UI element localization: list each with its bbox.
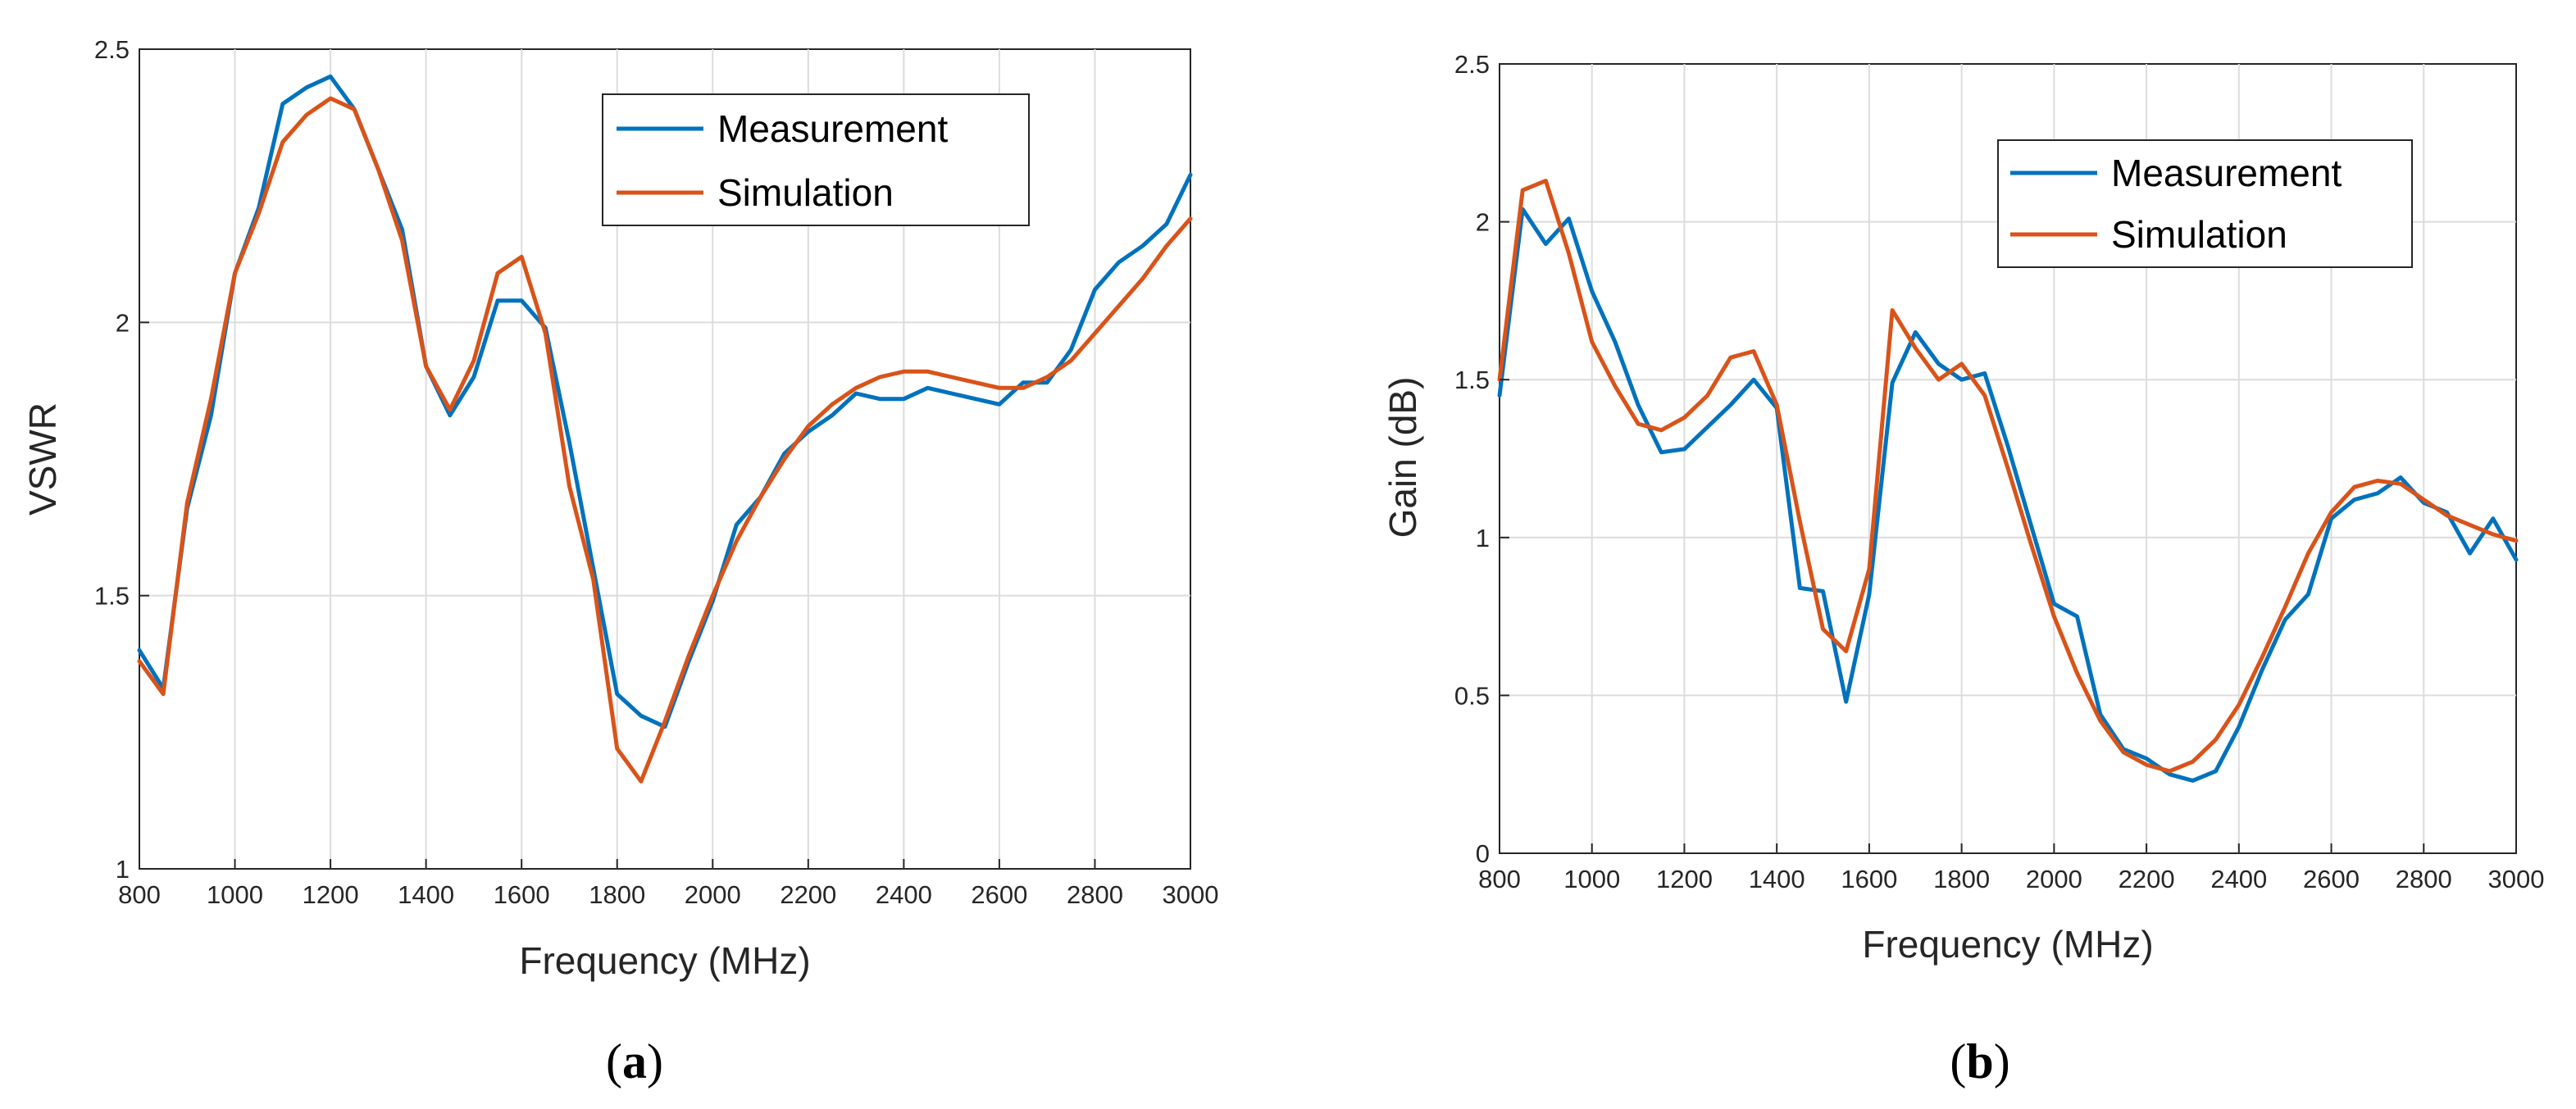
chart-b-legend-label-simulation: Simulation	[2111, 213, 2287, 256]
chart-b-x-tick-label: 2600	[2303, 865, 2360, 893]
chart-b-y-tick-label: 2.5	[1454, 50, 1490, 79]
chart-b-x-tick-label: 2200	[2119, 865, 2175, 893]
chart-b-legend: Measurement Simulation	[1997, 139, 2413, 268]
chart-a-x-ticks: 800 1000 1200 1400 1600 1800 2000 2200 2400 2600 2…	[118, 859, 1218, 909]
chart-a-x-tick-label: 1200	[303, 880, 359, 909]
chart-a-x-tick-label: 2600	[971, 880, 1027, 909]
chart-a-x-tick-label: 2800	[1067, 880, 1123, 909]
chart-a-panel-label-open: (	[606, 1034, 622, 1089]
chart-b-legend-label-measurement: Measurement	[2111, 152, 2342, 194]
chart-a-legend: Measurement Simulation	[602, 93, 1030, 226]
chart-b-y-tick-label: 0	[1476, 839, 1490, 868]
chart-b-y-axis-label: Gain (dB)	[1381, 377, 1424, 539]
chart-b: 800 1000 1200 1400 1600 1800 2000 2200 2400 2600 2…	[1381, 50, 2544, 1089]
chart-b-legend-box	[1997, 139, 2413, 268]
chart-b-x-tick-label: 2800	[2396, 865, 2452, 893]
chart-a-y-axis-label: VSWR	[21, 402, 64, 516]
chart-a-series-simulation-line	[137, 96, 1193, 784]
chart-b-x-tick-label: 1200	[1656, 865, 1713, 893]
chart-b-panel-label-letter: b	[1966, 1034, 1993, 1089]
chart-a-x-tick-label: 1400	[398, 880, 454, 909]
chart-b-x-tick-label: 2400	[2210, 865, 2267, 893]
chart-b-y-tick-label: 1	[1476, 524, 1490, 552]
chart-a-panel-label-close: )	[647, 1034, 663, 1089]
chart-a-y-tick-label: 2	[116, 308, 130, 337]
chart-b-x-tick-label: 800	[1478, 865, 1521, 893]
chart-a-panel-label-letter: a	[622, 1034, 647, 1089]
chart-b-y-tick-label: 2	[1476, 208, 1490, 237]
chart-a-x-axis-label: Frequency (MHz)	[519, 939, 810, 982]
chart-b-y-tick-label: 1.5	[1454, 366, 1490, 394]
chart-a-x-tick-label: 1000	[207, 880, 263, 909]
chart-b-panel-label-close: )	[1994, 1034, 2010, 1089]
chart-a-x-tick-label: 1600	[494, 880, 550, 909]
chart-a-y-tick-label: 1	[116, 855, 130, 884]
chart-a-legend-box	[602, 93, 1030, 226]
chart-b-x-tick-label: 2000	[2026, 865, 2082, 893]
chart-b-panel-label: (b)	[1950, 1034, 2009, 1089]
chart-b-y-tick-label: 0.5	[1454, 681, 1490, 710]
chart-b-x-tick-label: 1400	[1749, 865, 1805, 893]
chart-b-x-axis-label: Frequency (MHz)	[1862, 923, 2153, 966]
chart-a-x-tick-label: 2200	[780, 880, 836, 909]
chart-b-y-ticks: 0 0.5 1 1.5 2 2.5	[1454, 50, 1509, 868]
chart-a-x-tick-label: 1800	[589, 880, 645, 909]
chart-a: 800 1000 1200 1400 1600 1800 2000 2200 2400 2600 2…	[21, 35, 1218, 1089]
chart-a-x-tick-label: 800	[118, 880, 161, 909]
chart-a-x-tick-label: 2000	[685, 880, 741, 909]
chart-a-y-tick-label: 2.5	[94, 35, 130, 64]
chart-a-series	[137, 74, 1193, 784]
chart-b-panel-label-open: (	[1950, 1034, 1966, 1089]
chart-b-x-tick-label: 3000	[2488, 865, 2545, 893]
chart-b-x-tick-label: 1600	[1841, 865, 1897, 893]
chart-b-x-tick-label: 1800	[1933, 865, 1990, 893]
chart-b-x-tick-label: 1000	[1563, 865, 1620, 893]
chart-b-series-measurement-line	[1497, 207, 2519, 783]
chart-a-y-ticks: 1 1.5 2 2.5	[94, 35, 149, 884]
chart-a-legend-label-measurement: Measurement	[717, 107, 948, 150]
chart-a-legend-label-simulation: Simulation	[717, 171, 894, 214]
chart-b-series-simulation-line	[1497, 179, 2519, 774]
chart-b-series	[1497, 179, 2519, 783]
chart-b-x-ticks: 800 1000 1200 1400 1600 1800 2000 2200 2400 2600 2…	[1478, 843, 2544, 893]
chart-a-y-tick-label: 1.5	[94, 582, 130, 611]
chart-a-x-tick-label: 2400	[876, 880, 932, 909]
chart-a-x-tick-label: 3000	[1163, 880, 1219, 909]
chart-a-panel-label: (a)	[606, 1034, 663, 1089]
